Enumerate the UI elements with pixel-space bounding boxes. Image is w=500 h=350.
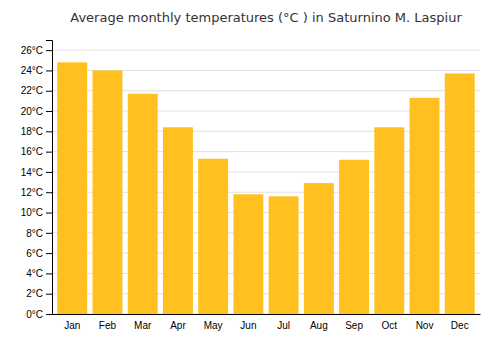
y-tick-mark bbox=[46, 253, 52, 254]
y-tick: 8°C bbox=[26, 228, 52, 239]
y-tick: 6°C bbox=[26, 248, 52, 259]
bar bbox=[163, 127, 193, 314]
y-tick-mark bbox=[46, 111, 52, 112]
y-tick-label: 16°C bbox=[21, 146, 43, 157]
x-tick: Aug bbox=[310, 314, 328, 331]
y-tick-label: 4°C bbox=[26, 268, 43, 279]
x-tick: Jun bbox=[240, 314, 256, 331]
x-tick-label: Mar bbox=[134, 320, 152, 331]
x-tick-label: Sep bbox=[345, 320, 363, 331]
y-tick: 24°C bbox=[21, 65, 52, 76]
x-tick: Jul bbox=[277, 314, 290, 331]
chart: Jan Feb Mar Apr May Jun Jul Aug Sep Oct Nov Dec 0°C 2… bbox=[0, 0, 500, 350]
x-tick: Nov bbox=[416, 314, 434, 331]
y-tick: 22°C bbox=[21, 85, 52, 96]
x-tick-label: May bbox=[204, 320, 223, 331]
x-tick-label: Oct bbox=[382, 320, 398, 331]
y-tick: 18°C bbox=[21, 126, 52, 137]
y-tick-label: 10°C bbox=[21, 207, 43, 218]
y-tick-mark bbox=[46, 91, 52, 92]
y-tick-label: 20°C bbox=[21, 106, 43, 117]
y-tick: 12°C bbox=[21, 187, 52, 198]
x-tick: Apr bbox=[170, 314, 186, 331]
bar bbox=[57, 62, 87, 314]
x-tick-label: Feb bbox=[99, 320, 117, 331]
x-tick: Jan bbox=[64, 314, 80, 331]
y-tick: 4°C bbox=[26, 268, 52, 279]
x-tick-label: Nov bbox=[416, 320, 434, 331]
y-tick: 16°C bbox=[21, 146, 52, 157]
x-tick-label: Dec bbox=[451, 320, 469, 331]
y-axis-line bbox=[46, 41, 53, 315]
x-axis: Jan Feb Mar Apr May Jun Jul Aug Sep Oct Nov Dec bbox=[53, 314, 481, 331]
y-tick-mark bbox=[46, 70, 52, 71]
bar bbox=[374, 127, 404, 314]
y-tick-label: 24°C bbox=[21, 65, 43, 76]
x-axis-line bbox=[53, 314, 481, 315]
x-tick-label: Jun bbox=[240, 320, 256, 331]
y-tick-mark bbox=[46, 131, 52, 132]
grid bbox=[52, 50, 480, 314]
x-tick: Oct bbox=[382, 314, 398, 331]
y-tick: 20°C bbox=[21, 106, 52, 117]
x-tick-label: Jan bbox=[64, 320, 80, 331]
y-tick-mark bbox=[46, 50, 52, 51]
x-tick-label: Jul bbox=[277, 320, 290, 331]
y-tick-mark bbox=[46, 233, 52, 234]
bar bbox=[445, 73, 475, 314]
bars bbox=[57, 62, 474, 314]
y-tick: 26°C bbox=[21, 45, 52, 56]
grid-line bbox=[52, 50, 480, 51]
y-tick-mark bbox=[46, 314, 52, 315]
y-tick-mark bbox=[46, 152, 52, 153]
y-tick-label: 2°C bbox=[26, 288, 43, 299]
bar bbox=[233, 194, 263, 314]
bar bbox=[198, 159, 228, 314]
x-tick-label: Apr bbox=[170, 320, 186, 331]
x-tick: Feb bbox=[99, 314, 117, 331]
y-tick: 10°C bbox=[21, 207, 52, 218]
y-tick: 0°C bbox=[26, 309, 52, 320]
y-tick-label: 26°C bbox=[21, 45, 43, 56]
y-tick-label: 6°C bbox=[26, 248, 43, 259]
bar bbox=[269, 196, 299, 314]
x-tick: Sep bbox=[345, 314, 363, 331]
bar bbox=[410, 98, 440, 314]
y-tick: 14°C bbox=[21, 167, 52, 178]
bar bbox=[128, 94, 158, 314]
y-tick-mark bbox=[46, 213, 52, 214]
y-tick-mark bbox=[46, 172, 52, 173]
y-tick-label: 14°C bbox=[21, 167, 43, 178]
y-tick-label: 0°C bbox=[26, 309, 43, 320]
bar bbox=[339, 160, 369, 314]
x-tick: Mar bbox=[134, 314, 152, 331]
x-tick-label: Aug bbox=[310, 320, 328, 331]
y-tick-label: 12°C bbox=[21, 187, 43, 198]
y-tick-label: 22°C bbox=[21, 85, 43, 96]
x-tick: May bbox=[204, 314, 223, 331]
y-tick-label: 18°C bbox=[21, 126, 43, 137]
bar bbox=[93, 70, 123, 314]
bar bbox=[304, 183, 334, 314]
x-tick: Dec bbox=[451, 314, 469, 331]
y-axis: 0°C 2°C 4°C 6°C 8°C 10°C 12°C 14°C 16°C 18°C 20°C 2… bbox=[21, 41, 53, 320]
title: Average monthly temperatures (°C ) in Sa… bbox=[70, 10, 462, 25]
y-tick-label: 8°C bbox=[26, 228, 43, 239]
y-tick-mark bbox=[46, 294, 52, 295]
y-tick-mark bbox=[46, 273, 52, 274]
y-tick-mark bbox=[46, 192, 52, 193]
y-tick: 2°C bbox=[26, 288, 52, 299]
